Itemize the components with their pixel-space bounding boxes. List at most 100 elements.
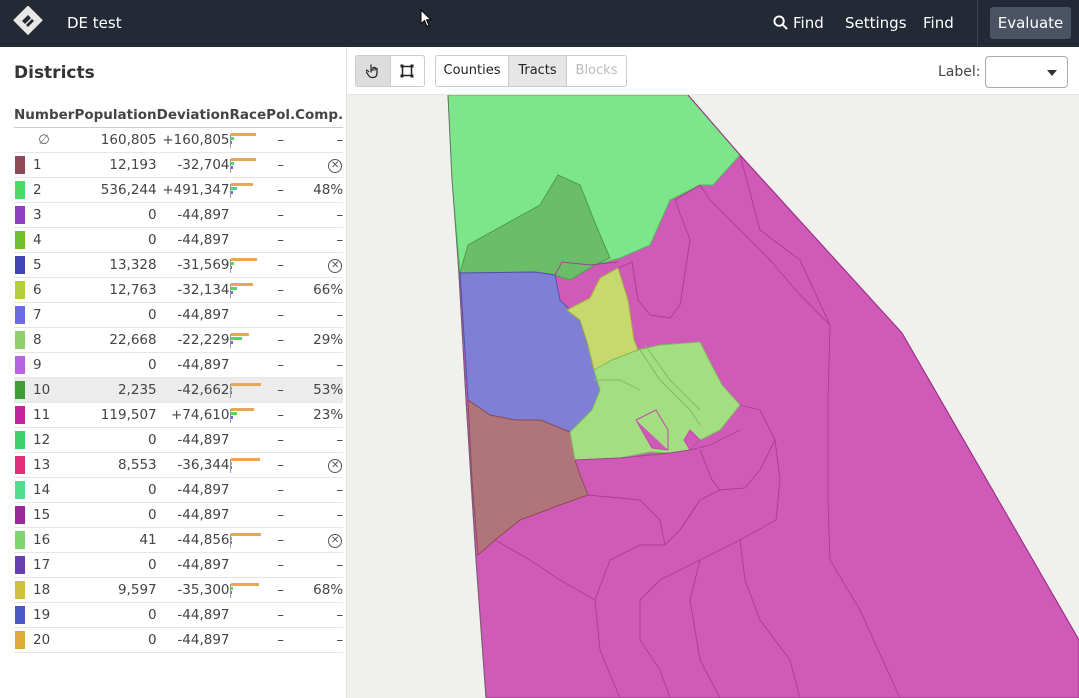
district-number: 5 [33,256,42,273]
district-number: 19 [33,606,51,623]
district-color-swatch [15,305,25,324]
nav-settings[interactable]: Settings [845,14,907,32]
race-chart [229,456,264,474]
population-cell: 0 [74,352,157,378]
race-chart [229,156,264,174]
table-row[interactable]: 10 2,235 -42,662 –53% [14,377,344,403]
district-map[interactable] [347,95,1079,698]
number-cell: 20 [14,627,75,653]
pol-cell: – [266,127,296,153]
table-row[interactable]: 8 22,668 -22,229 –29% [14,327,344,353]
deviation-cell: -42,662 [156,377,230,403]
evaluate-button[interactable]: Evaluate [990,7,1071,39]
table-row[interactable]: 7 0 -44,897 – – [14,302,344,328]
number-cell: 10 [14,377,75,403]
select-tool-button[interactable] [356,56,390,86]
race-chart [229,581,264,599]
comp-cell: – [295,627,344,653]
table-row[interactable]: 14 0 -44,897 – – [14,477,344,503]
table-row[interactable]: 4 0 -44,897 – – [14,227,344,253]
district-number: 15 [33,506,51,523]
rectangle-select-button[interactable] [389,56,424,86]
district-color-swatch [15,630,25,649]
map-canvas[interactable] [347,95,1079,698]
race-cell [229,302,267,328]
population-cell: 0 [74,602,157,628]
comp-cell: – [295,502,344,528]
app-logo-icon[interactable] [13,5,43,36]
population-cell: 9,597 [74,577,157,603]
comp-cell: 68% [295,577,344,603]
hand-pointer-icon [365,64,378,79]
table-row[interactable]: 6 12,763 -32,134 –66% [14,277,344,303]
table-row[interactable]: 15 0 -44,897 – – [14,502,344,528]
table-row[interactable]: 3 0 -44,897 – – [14,202,344,228]
comp-cell: 53% [295,377,344,403]
district-color-swatch [15,280,25,299]
nav-find-search[interactable]: Find [773,14,824,32]
deviation-cell: -36,344 [156,452,230,478]
table-row[interactable]: 5 13,328 -31,569 – ✕ [14,252,344,278]
number-cell: 7 [14,302,75,328]
deviation-cell: -44,897 [156,477,230,503]
district-1-region [467,399,589,557]
deviation-cell: -44,897 [156,227,230,253]
number-cell: 14 [14,477,75,503]
comp-cell: 48% [295,177,344,203]
deviation-cell: -22,229 [156,327,230,353]
population-cell: 160,805 [74,127,157,153]
race-cell [229,577,267,603]
comp-cell: – [295,127,344,153]
table-row[interactable]: 2 536,244 +491,347 –48% [14,177,344,203]
table-row[interactable]: 9 0 -44,897 – – [14,352,344,378]
comp-cell: – [295,602,344,628]
table-row[interactable]: 11 119,507 +74,610 –23% [14,402,344,428]
district-number: 14 [33,481,51,498]
district-number: 17 [33,556,51,573]
label-select[interactable] [985,56,1068,88]
table-row-unassigned[interactable]: ∅ 160,805 +160,805 – – [14,127,344,153]
table-row[interactable]: 17 0 -44,897 – – [14,552,344,578]
district-6-region [566,267,639,371]
number-cell: 16 [14,527,75,553]
deviation-cell: -44,897 [156,602,230,628]
invalid-icon: ✕ [328,534,343,548]
table-row[interactable]: 20 0 -44,897 – – [14,627,344,653]
column-header-comp: Comp. [295,103,344,128]
deviation-cell: -44,897 [156,552,230,578]
population-cell: 119,507 [74,402,157,428]
race-chart [229,381,264,399]
comp-cell: – [295,352,344,378]
nav-find-label: Find [793,14,824,32]
comp-cell: – [295,302,344,328]
district-number: 12 [33,431,51,448]
number-cell: 6 [14,277,75,303]
table-row[interactable]: 19 0 -44,897 – – [14,602,344,628]
race-cell [229,377,267,403]
district-number: 7 [33,306,42,323]
table-row[interactable]: 1 12,193 -32,704 – ✕ [14,152,344,178]
district-color-swatch [15,380,25,399]
tab-tracts[interactable]: Tracts [508,56,566,86]
deviation-cell: -44,897 [156,427,230,453]
population-cell: 536,244 [74,177,157,203]
sidebar-title: Districts [14,63,95,83]
column-header-deviation: Deviation [156,103,230,128]
number-cell: 3 [14,202,75,228]
nav-find[interactable]: Find [923,14,954,32]
tab-counties[interactable]: Counties [443,63,501,78]
number-cell: 4 [14,227,75,253]
unassigned-symbol: ∅ [38,131,50,148]
race-cell [229,502,267,528]
population-cell: 8,553 [74,452,157,478]
deviation-cell: +491,347 [156,177,230,203]
deviation-cell: -31,569 [156,252,230,278]
race-cell [229,327,267,353]
table-row[interactable]: 18 9,597 -35,300 –68% [14,577,344,603]
table-row[interactable]: 13 8,553 -36,344 – ✕ [14,452,344,478]
deviation-cell: -44,897 [156,502,230,528]
table-row[interactable]: 12 0 -44,897 – – [14,427,344,453]
table-row[interactable]: 16 41 -44,856 – ✕ [14,527,344,553]
race-chart [229,531,264,549]
top-navbar: DE test Find Settings Find Evaluate [0,0,1079,47]
